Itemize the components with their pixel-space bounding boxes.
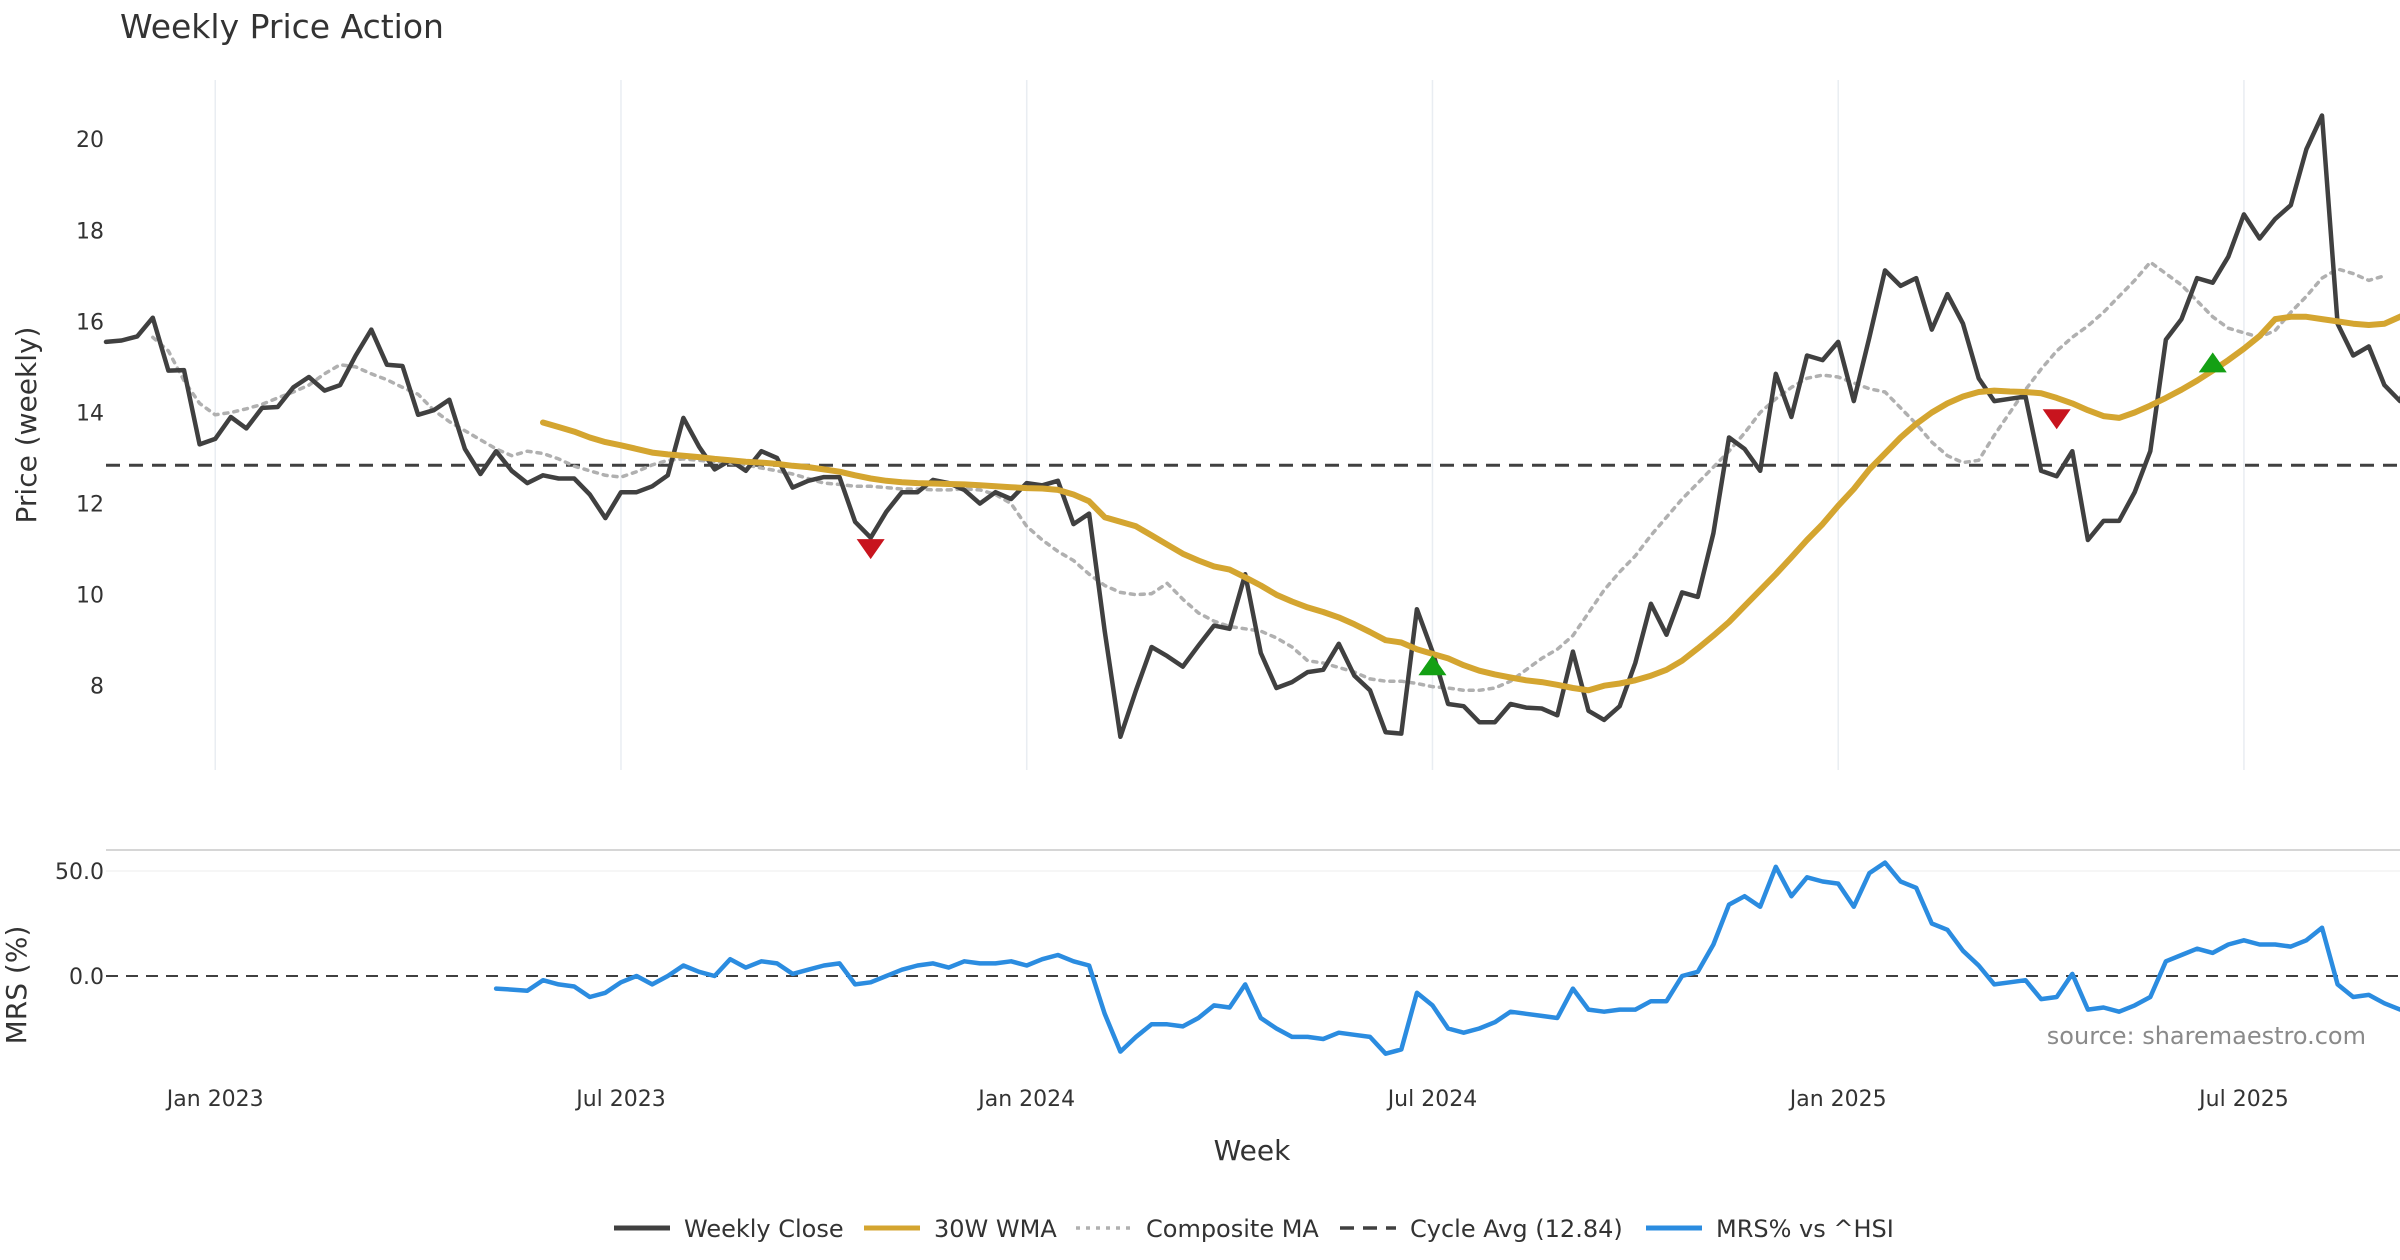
buy-signal-marker	[1418, 655, 1447, 676]
price-y-axis-label: Price (weekly)	[10, 327, 43, 524]
legend-label: Weekly Close	[684, 1215, 844, 1243]
x-tick: Jan 2023	[165, 1087, 264, 1112]
weekly-close-line	[103, 113, 2400, 740]
price-y-ticks: 8 10 12 14 16 18 20	[76, 128, 104, 700]
price-y-tick: 10	[76, 584, 104, 609]
x-ticks: Jan 2023 Jul 2023 Jan 2024 Jul 2024 Jan 2025…	[165, 1087, 2289, 1112]
reference-lines	[106, 463, 2400, 977]
price-y-tick: 18	[76, 219, 104, 244]
sell-signal-marker	[856, 539, 885, 560]
mrs-y-tick: 0.0	[69, 965, 104, 990]
legend-label: Composite MA	[1146, 1215, 1319, 1243]
signal-markers	[856, 352, 2227, 676]
x-axis-label: Week	[1214, 1134, 1291, 1167]
x-tick: Jan 2024	[976, 1087, 1075, 1112]
buy-signal-marker	[2198, 352, 2227, 373]
price-y-tick: 14	[76, 401, 104, 426]
chart-title: Weekly Price Action	[120, 7, 444, 46]
price-y-tick: 16	[76, 310, 104, 335]
x-tick: Jul 2025	[2197, 1087, 2289, 1112]
legend-label: Cycle Avg (12.84)	[1410, 1215, 1623, 1243]
price-y-tick: 20	[76, 128, 104, 153]
mrs-y-axis-label: MRS (%)	[0, 926, 33, 1045]
mrs-y-tick: 50.0	[55, 860, 104, 885]
mrs-line	[493, 860, 2400, 1056]
price-y-tick: 8	[90, 675, 104, 700]
x-tick: Jan 2025	[1788, 1087, 1887, 1112]
legend-label: MRS% vs ^HSI	[1716, 1215, 1894, 1243]
grid	[106, 80, 2400, 872]
series-layer	[103, 113, 2400, 1056]
sell-signal-marker	[2042, 409, 2071, 430]
wma-30w-line	[540, 313, 2400, 694]
composite-ma-line	[151, 260, 2387, 693]
x-tick: Jul 2023	[574, 1087, 666, 1112]
legend-label: 30W WMA	[934, 1215, 1057, 1243]
legend: Weekly Close 30W WMA Composite MA Cycle Avg…	[614, 1215, 1894, 1243]
x-tick: Jul 2024	[1386, 1087, 1478, 1112]
mrs-y-ticks: 0.0 50.0	[55, 860, 104, 990]
source-credit: source: sharemaestro.com	[2047, 1022, 2366, 1050]
price-y-tick: 12	[76, 493, 104, 518]
